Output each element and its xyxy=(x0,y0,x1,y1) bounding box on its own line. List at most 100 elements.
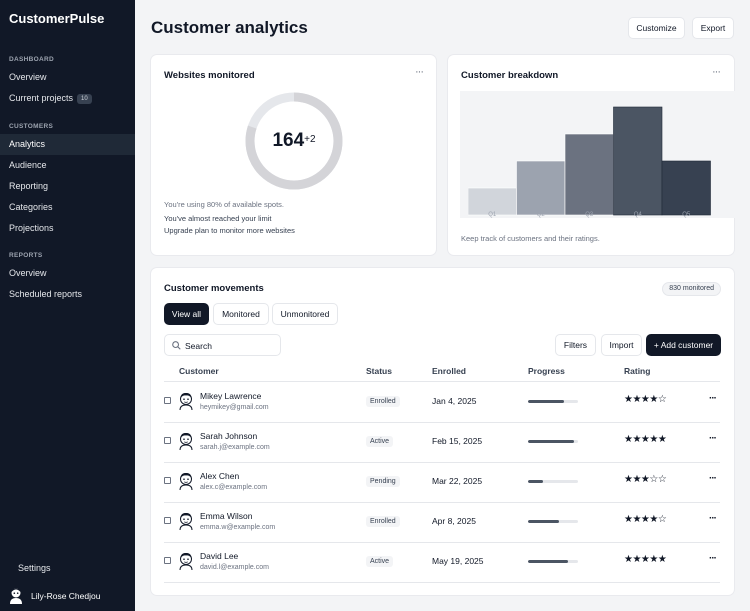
tab-view-all[interactable]: View all xyxy=(164,303,209,325)
card-title: Websites monitored xyxy=(164,70,255,81)
rating-stars: ★★★★☆ xyxy=(624,514,667,525)
sidebar-item-label: Reporting xyxy=(9,181,49,191)
status-badge: Enrolled xyxy=(366,516,400,527)
monitored-badge: 830 monitored xyxy=(662,282,721,296)
tick-label-q1: Q1 xyxy=(488,212,497,218)
row-more-options-icon[interactable]: ··· xyxy=(709,473,717,484)
user-name: Lily-Rose Chedjou xyxy=(31,591,101,601)
sidebar-item-scheduled-reports[interactable]: Scheduled reports xyxy=(0,284,135,305)
table-row[interactable]: Sarah Johnson sarah.j@example.com Active Fe… xyxy=(164,422,720,462)
rating-stars: ★★★★★ xyxy=(624,554,667,565)
row-checkbox[interactable] xyxy=(164,397,171,404)
sidebar-section-dashboard: DASHBOARD xyxy=(9,56,54,63)
divider xyxy=(164,381,720,382)
rating-stars: ★★★☆☆ xyxy=(624,474,667,485)
tick-label-q4: Q4 xyxy=(634,212,643,218)
customize-button[interactable]: Customize xyxy=(628,17,685,39)
avatar xyxy=(179,392,193,411)
card-title: Customer movements xyxy=(164,283,264,294)
sidebar-item-analytics[interactable]: Analytics xyxy=(0,134,135,155)
search-input[interactable] xyxy=(185,339,277,352)
avatar xyxy=(179,512,193,531)
sidebar: CustomerPulse DASHBOARD Overview Current… xyxy=(0,0,135,611)
progress-bar xyxy=(528,440,578,443)
row-checkbox[interactable] xyxy=(164,437,171,444)
column-header-customer[interactable]: Customer xyxy=(179,366,219,376)
app-logo: CustomerPulse xyxy=(9,11,105,26)
customer-name: Emma Wilson xyxy=(200,511,253,521)
filters-button[interactable]: Filters xyxy=(555,334,596,356)
row-more-options-icon[interactable]: ··· xyxy=(709,553,717,564)
chart-caption: Keep track of customers and their rating… xyxy=(461,234,600,243)
row-more-options-icon[interactable]: ··· xyxy=(709,433,717,444)
customer-movements-card: Customer movements 830 monitored View al… xyxy=(151,268,734,595)
progress-bar xyxy=(528,480,578,483)
tick-label-q3: Q3 xyxy=(585,212,594,218)
divider xyxy=(164,542,720,543)
row-more-options-icon[interactable]: ··· xyxy=(709,513,717,524)
row-more-options-icon[interactable]: ··· xyxy=(709,393,717,404)
rating-stars: ★★★★★ xyxy=(624,434,667,445)
more-options-icon[interactable]: ··· xyxy=(712,66,721,78)
table-row[interactable]: Alex Chen alex.c@example.com Pending Mar 22… xyxy=(164,462,720,502)
sidebar-item-label: Projections xyxy=(9,223,54,233)
sidebar-item-categories[interactable]: Categories xyxy=(0,197,135,218)
column-header-status[interactable]: Status xyxy=(366,366,392,376)
export-button[interactable]: Export xyxy=(692,17,734,39)
table-row[interactable]: David Lee david.l@example.com Active May 19… xyxy=(164,542,720,582)
customer-email: sarah.j@example.com xyxy=(200,444,270,451)
bar-q5 xyxy=(661,160,711,216)
card-title: Customer breakdown xyxy=(461,70,559,81)
page-title: Customer analytics xyxy=(151,18,308,37)
more-options-icon[interactable]: ··· xyxy=(415,66,424,78)
bar-q3 xyxy=(564,133,614,216)
upgrade-text: Upgrade plan to monitor more websites xyxy=(164,226,295,235)
status-badge: Active xyxy=(366,556,394,567)
customer-name: Sarah Johnson xyxy=(200,431,258,441)
sidebar-item-reporting[interactable]: Reporting xyxy=(0,176,135,197)
column-header-progress[interactable]: Progress xyxy=(528,366,565,376)
sidebar-item-label: Audience xyxy=(9,160,47,170)
user-profile[interactable]: Lily-Rose Chedjou xyxy=(9,588,100,604)
column-header-enrolled[interactable]: Enrolled xyxy=(432,366,467,376)
sidebar-item-overview[interactable]: Overview xyxy=(0,67,135,88)
status-badge: Enrolled xyxy=(366,396,400,407)
table-row[interactable]: Mikey Lawrence heymikey@gmail.com Enrolled… xyxy=(164,382,720,422)
bar-q1 xyxy=(468,187,517,216)
tick-label-q2: Q2 xyxy=(537,212,546,218)
customer-email: heymikey@gmail.com xyxy=(200,404,269,411)
search-icon xyxy=(172,341,181,350)
tick-label-q5: Q5 xyxy=(682,212,691,218)
enrolled-date: Apr 8, 2025 xyxy=(432,516,476,526)
row-checkbox[interactable] xyxy=(164,477,171,484)
row-checkbox[interactable] xyxy=(164,557,171,564)
search-box[interactable] xyxy=(164,334,281,356)
row-checkbox[interactable] xyxy=(164,517,171,524)
sidebar-item-settings[interactable]: Settings xyxy=(18,563,51,573)
table-row[interactable]: Emma Wilson emma.w@example.com Enrolled Apr… xyxy=(164,502,720,542)
tab-monitored[interactable]: Monitored xyxy=(213,303,269,325)
sidebar-item-current-projects[interactable]: Current projects 10 xyxy=(0,88,135,109)
divider xyxy=(164,582,720,583)
status-badge: Active xyxy=(366,436,394,447)
column-header-rating[interactable]: Rating xyxy=(624,366,651,376)
avatar xyxy=(10,588,22,604)
sidebar-section-customers: CUSTOMERS xyxy=(9,123,54,130)
sidebar-item-audience[interactable]: Audience xyxy=(0,155,135,176)
customer-email: david.l@example.com xyxy=(200,564,269,571)
limit-text: You've almost reached your limit xyxy=(164,214,272,223)
bar-q4 xyxy=(613,106,663,216)
progress-bar xyxy=(528,560,578,563)
sidebar-item-projections[interactable]: Projections xyxy=(0,218,135,239)
enrolled-date: Mar 22, 2025 xyxy=(432,476,483,486)
avatar xyxy=(179,552,193,571)
divider xyxy=(164,462,720,463)
progress-bar xyxy=(528,520,578,523)
tab-unmonitored[interactable]: Unmonitored xyxy=(272,303,338,325)
import-button[interactable]: Import xyxy=(601,334,642,356)
enrolled-date: Feb 15, 2025 xyxy=(432,436,483,446)
avatar xyxy=(179,472,193,491)
sidebar-item-reports-overview[interactable]: Overview xyxy=(0,263,135,284)
customer-email: emma.w@example.com xyxy=(200,524,276,531)
add-customer-button[interactable]: + Add customer xyxy=(646,334,721,356)
